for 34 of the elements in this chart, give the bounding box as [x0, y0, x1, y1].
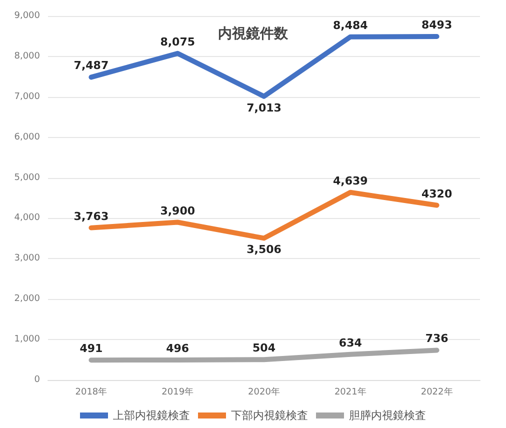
x-tick-label: 2021年 — [334, 386, 366, 398]
data-label: 3,900 — [160, 204, 196, 218]
data-label: 3,506 — [246, 243, 282, 256]
data-label: 4,639 — [333, 174, 368, 188]
y-tick-label: 9,000 — [14, 11, 40, 21]
data-label: 8493 — [421, 18, 452, 32]
data-label: 496 — [166, 342, 190, 355]
data-label: 4320 — [421, 187, 452, 200]
legend-label: 上部内視鏡検査 — [113, 409, 190, 422]
data-label: 8,484 — [333, 18, 368, 32]
data-label: 7,487 — [74, 59, 109, 72]
legend-label: 下部内視鏡検査 — [231, 409, 308, 422]
x-tick-label: 2022年 — [420, 386, 453, 398]
y-tick-label: 5,000 — [14, 172, 40, 183]
text: 内視鏡件数 — [218, 25, 289, 42]
data-label: 7,013 — [246, 101, 282, 114]
data-label: 3,763 — [74, 210, 109, 223]
x-tick-label: 2020年 — [248, 386, 280, 398]
data-label: 491 — [80, 342, 103, 356]
y-tick-label: 4,000 — [14, 213, 40, 224]
y-tick-label: 0 — [34, 375, 40, 385]
legend-label: 胆膵内視鏡検査 — [349, 409, 426, 422]
x-tick-label: 2019年 — [162, 386, 194, 398]
y-tick-label: 6,000 — [14, 132, 40, 142]
y-tick-label: 1,000 — [14, 334, 40, 345]
data-label: 634 — [338, 336, 362, 350]
data-label: 504 — [252, 342, 276, 355]
y-tick-label: 3,000 — [14, 254, 40, 264]
x-tick-label: 2018年 — [75, 386, 108, 398]
data-label: 8,075 — [160, 35, 195, 48]
y-tick-label: 7,000 — [14, 92, 40, 102]
y-tick-label: 8,000 — [14, 51, 40, 62]
data-label: 736 — [425, 332, 449, 346]
y-tick-label: 2,000 — [14, 294, 40, 304]
